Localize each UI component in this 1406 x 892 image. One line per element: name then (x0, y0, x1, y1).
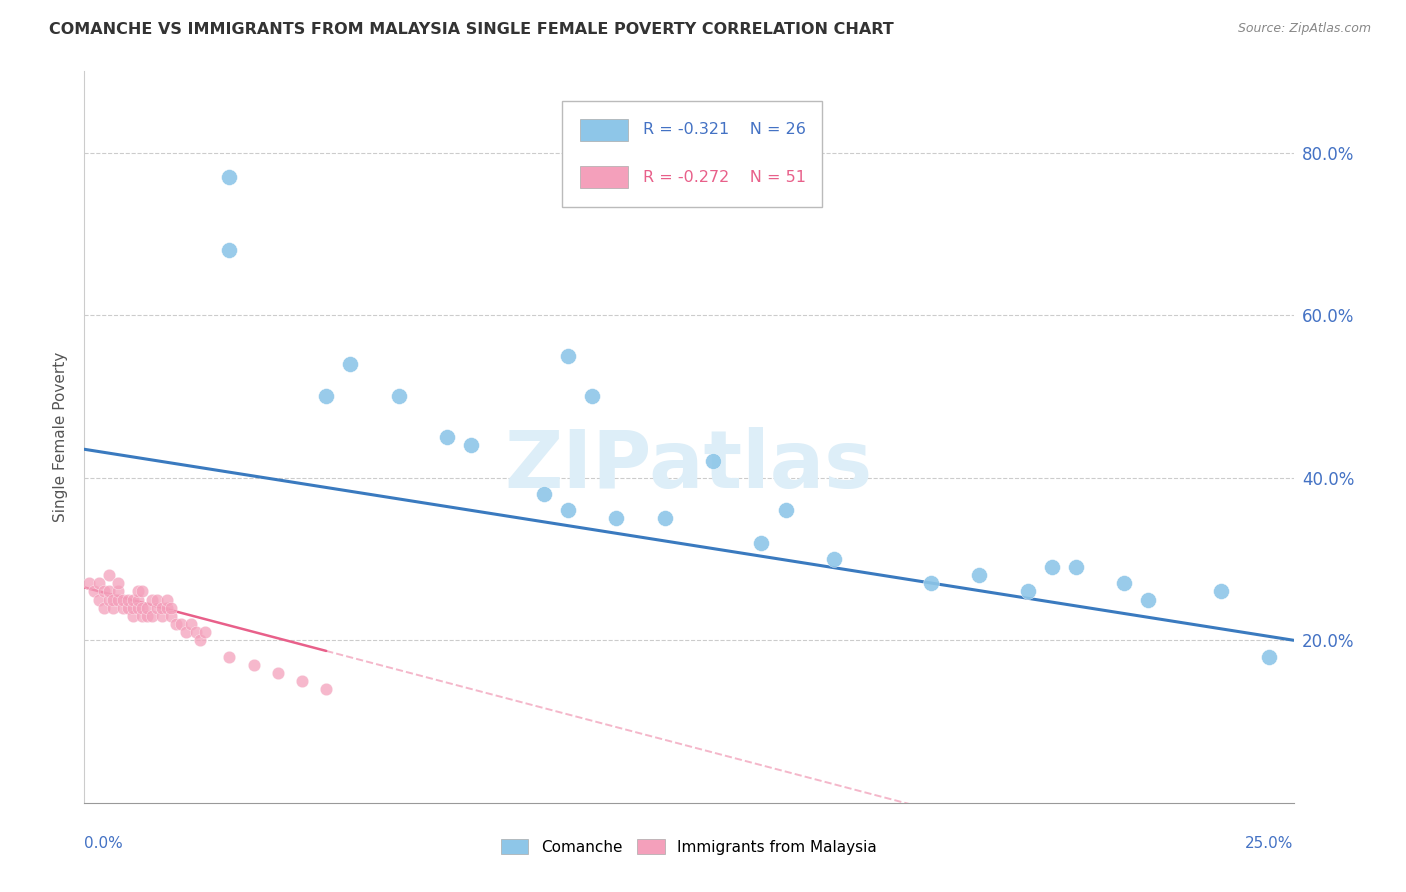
Point (127, 600, 149, 615)
Point (141, 608, 163, 623)
Point (107, 576, 129, 591)
Point (242, 657, 264, 672)
Legend: Comanche, Immigrants from Malaysia: Comanche, Immigrants from Malaysia (495, 833, 883, 861)
Point (150, 600, 173, 615)
Point (112, 600, 135, 615)
Point (533, 487, 555, 501)
Point (103, 592, 125, 607)
Text: COMANCHE VS IMMIGRANTS FROM MALAYSIA SINGLE FEMALE POVERTY CORRELATION CHART: COMANCHE VS IMMIGRANTS FROM MALAYSIA SIN… (49, 22, 894, 37)
Point (127, 584, 149, 599)
Point (1017, 584, 1039, 599)
Point (131, 600, 153, 615)
Point (218, 649, 240, 664)
Point (150, 608, 173, 623)
Point (136, 608, 159, 623)
Point (170, 617, 193, 632)
Point (117, 592, 139, 607)
Point (702, 454, 724, 468)
Point (155, 600, 177, 615)
Point (121, 608, 143, 623)
Point (87, 592, 110, 607)
Point (388, 389, 411, 403)
Text: Source: ZipAtlas.com: Source: ZipAtlas.com (1237, 22, 1371, 36)
Point (97, 584, 120, 599)
Text: ZIPatlas: ZIPatlas (505, 427, 873, 506)
Point (1258, 649, 1281, 664)
Point (97, 568, 120, 582)
Point (93, 600, 115, 615)
Point (121, 600, 143, 615)
Point (97, 592, 120, 607)
Point (1209, 584, 1232, 599)
Point (967, 568, 990, 582)
Point (121, 592, 143, 607)
Point (436, 430, 458, 444)
Point (83, 584, 105, 599)
Point (194, 625, 217, 640)
Point (160, 600, 183, 615)
Point (1137, 592, 1160, 607)
Point (160, 608, 183, 623)
Text: R = -0.321    N = 26: R = -0.321 N = 26 (643, 122, 806, 137)
Text: R = -0.272    N = 51: R = -0.272 N = 51 (643, 169, 806, 185)
Point (1064, 560, 1087, 574)
Point (1114, 576, 1136, 591)
Point (218, 243, 240, 257)
Point (605, 511, 627, 525)
Point (136, 600, 159, 615)
Point (184, 625, 207, 640)
Point (339, 357, 361, 371)
Point (557, 503, 579, 517)
Text: 0.0%: 0.0% (84, 836, 124, 851)
Point (103, 600, 125, 615)
FancyBboxPatch shape (562, 101, 823, 207)
Point (267, 665, 290, 680)
Point (107, 592, 129, 607)
Point (87, 576, 110, 591)
FancyBboxPatch shape (581, 119, 628, 141)
Point (155, 592, 177, 607)
Point (146, 592, 169, 607)
Point (165, 617, 187, 632)
Point (93, 584, 115, 599)
Point (127, 592, 149, 607)
FancyBboxPatch shape (581, 167, 628, 188)
Point (190, 633, 212, 648)
Point (174, 625, 197, 640)
Point (146, 600, 169, 615)
Point (460, 438, 482, 452)
Point (920, 576, 942, 591)
Point (291, 673, 314, 688)
Point (751, 535, 773, 549)
Point (117, 600, 139, 615)
Point (107, 584, 129, 599)
Point (77, 576, 100, 591)
Point (218, 169, 240, 184)
Text: 25.0%: 25.0% (1246, 836, 1294, 851)
Point (654, 511, 676, 525)
Point (131, 584, 153, 599)
Point (315, 389, 337, 403)
Point (557, 349, 579, 363)
Point (131, 608, 153, 623)
Point (112, 592, 135, 607)
Point (581, 389, 603, 403)
Point (180, 617, 202, 632)
Point (823, 552, 845, 566)
Point (1040, 560, 1063, 574)
Point (775, 503, 797, 517)
Y-axis label: Single Female Poverty: Single Female Poverty (53, 352, 69, 522)
Point (141, 592, 163, 607)
Point (315, 681, 337, 696)
